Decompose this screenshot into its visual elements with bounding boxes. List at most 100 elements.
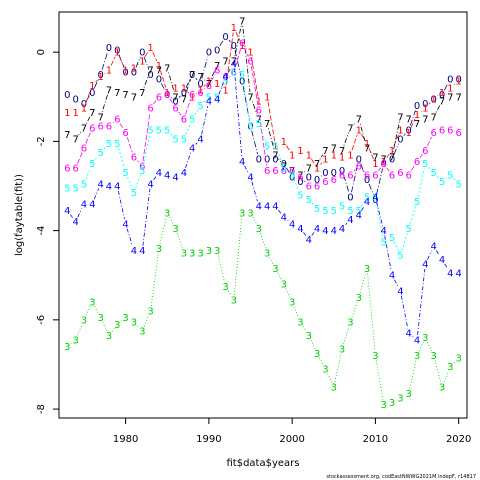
series-segment	[94, 306, 99, 314]
data-point-marker: 0	[189, 70, 195, 81]
data-point-marker: 0	[97, 70, 103, 81]
data-point-marker: 3	[264, 248, 270, 259]
data-point-marker: 5	[406, 224, 412, 235]
series-segment	[150, 253, 159, 307]
data-point-marker: 5	[314, 204, 320, 215]
data-point-marker: 1	[314, 164, 320, 175]
series-segment	[219, 40, 224, 46]
series-segment	[143, 315, 150, 327]
data-point-marker: 6	[347, 170, 353, 181]
data-point-marker: 5	[247, 121, 253, 132]
data-point-marker: 0	[264, 155, 270, 166]
data-point-marker: 7	[114, 88, 120, 99]
series-segment	[135, 56, 141, 68]
data-point-marker: 5	[147, 126, 153, 137]
data-point-marker: 7	[156, 66, 162, 77]
data-point-marker: 3	[189, 248, 195, 259]
x-axis-title: fit$data$years	[227, 458, 300, 469]
data-point-marker: 4	[439, 255, 445, 266]
data-point-marker: 5	[214, 92, 220, 103]
data-point-marker: 4	[139, 246, 145, 257]
data-point-marker: 6	[314, 182, 320, 193]
data-point-marker: 4	[322, 226, 328, 237]
data-point-marker: 7	[206, 79, 212, 90]
data-point-marker: 1	[156, 61, 162, 72]
data-point-marker: 7	[214, 61, 220, 72]
series-segment	[142, 135, 150, 166]
data-point-marker: 6	[364, 170, 370, 181]
series-segment	[251, 181, 258, 202]
data-point-marker: 1	[406, 128, 412, 139]
data-point-marker: 0	[431, 95, 437, 106]
series-segment	[361, 205, 365, 211]
series-segment	[368, 148, 374, 160]
data-point-marker: 5	[331, 206, 337, 217]
series-segment	[417, 168, 425, 197]
series-segment	[225, 32, 234, 86]
series-segment	[144, 51, 149, 58]
data-point-marker: 6	[406, 170, 412, 181]
data-point-marker: 6	[372, 170, 378, 181]
data-point-marker: 0	[272, 155, 278, 166]
data-point-marker: 0	[455, 74, 461, 85]
series-segment	[117, 190, 125, 220]
data-point-marker: 3	[339, 344, 345, 355]
series-segment	[78, 131, 82, 136]
series-segment	[359, 273, 367, 293]
data-point-marker: 1	[247, 48, 253, 59]
data-point-marker: 1	[64, 108, 70, 119]
data-point-marker: 5	[222, 77, 228, 88]
series-segment	[178, 111, 182, 116]
data-point-marker: 0	[81, 99, 87, 110]
data-point-marker: 1	[389, 146, 395, 157]
series-segment	[345, 222, 348, 226]
data-point-marker: 3	[164, 208, 170, 219]
series-segment	[435, 250, 440, 256]
series-segment	[185, 123, 191, 135]
series-segment	[409, 206, 416, 224]
data-point-marker: 3	[131, 318, 137, 329]
series-segment	[417, 269, 426, 335]
data-point-marker: 0	[439, 90, 445, 101]
data-point-marker: 1	[181, 83, 187, 94]
data-point-marker: 0	[306, 173, 312, 184]
series-segment	[334, 353, 342, 382]
series-segment	[434, 360, 442, 383]
data-point-marker: 4	[222, 72, 228, 83]
series-segment	[411, 165, 415, 171]
series-segment	[303, 232, 307, 236]
data-point-marker: 4	[156, 168, 162, 179]
data-point-marker: 6	[114, 115, 120, 126]
data-point-marker: 0	[197, 79, 203, 90]
series-segment	[242, 85, 250, 121]
series-segment	[251, 130, 259, 155]
data-point-marker: 7	[289, 166, 295, 177]
data-point-marker: 6	[455, 128, 461, 139]
data-point-marker: 6	[181, 115, 187, 126]
x-tick-label: 1990	[196, 434, 221, 445]
data-point-marker: 3	[414, 351, 420, 362]
series-segment	[320, 162, 323, 165]
series-segment	[453, 178, 456, 181]
data-point-marker: 1	[189, 92, 195, 103]
data-point-marker: 7	[247, 92, 253, 103]
data-point-marker: 6	[222, 72, 228, 83]
data-point-marker: 7	[147, 66, 153, 77]
series-segment	[127, 177, 133, 189]
data-point-marker: 3	[114, 320, 120, 331]
data-point-marker: 4	[347, 215, 353, 226]
data-point-marker: 3	[306, 331, 312, 342]
data-point-marker: 5	[431, 168, 437, 179]
data-point-marker: 3	[72, 335, 78, 346]
data-point-marker: 6	[189, 90, 195, 101]
data-point-marker: 1	[431, 95, 437, 106]
data-point-marker: 0	[139, 48, 145, 59]
data-point-marker: 0	[256, 155, 262, 166]
data-point-marker: 5	[306, 195, 312, 206]
series-segment	[201, 56, 208, 79]
data-point-marker: 7	[89, 108, 95, 119]
series-segment	[360, 163, 366, 175]
data-point-marker: 1	[372, 159, 378, 170]
